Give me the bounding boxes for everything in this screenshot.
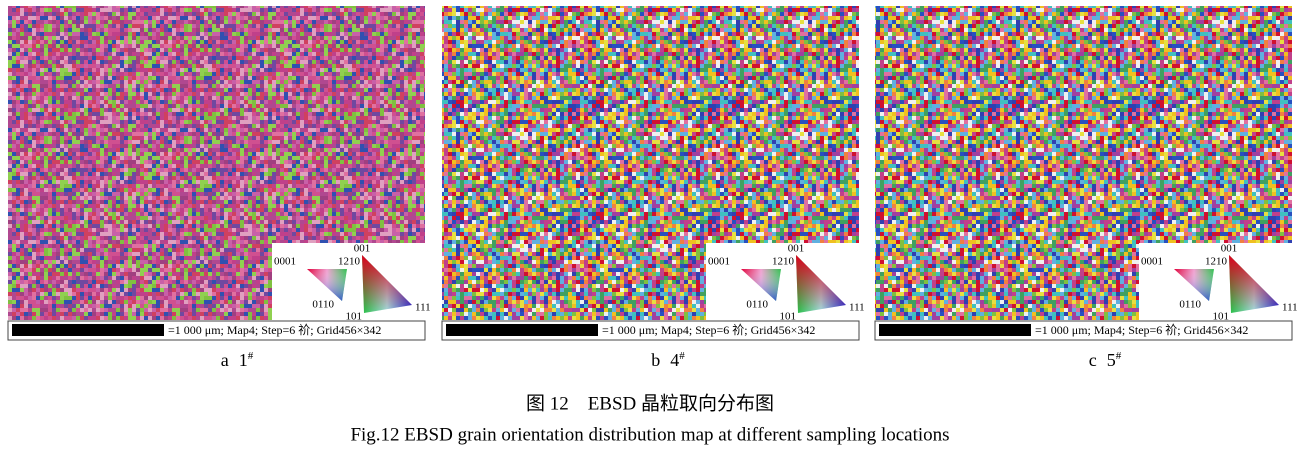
legend-label: 111 — [849, 302, 865, 314]
legend-label: 111 — [415, 302, 431, 314]
caption-en: Fig.12 EBSD grain orientation distributi… — [350, 424, 949, 445]
legend-label: 101 — [1213, 311, 1230, 323]
legend-box — [706, 243, 859, 320]
legend-label: 001 — [788, 243, 805, 255]
scale-text: =1 000 μm; Map4; Step=6 祄; Grid456×342 — [168, 322, 381, 337]
panel-number: 1 — [239, 350, 248, 370]
panel-letter: b — [651, 350, 660, 370]
legend-label: 1210 — [1205, 256, 1228, 268]
cubic-key-shade — [796, 255, 846, 313]
hex-key-shade — [307, 269, 347, 301]
panel-letter: c — [1089, 350, 1097, 370]
legend-label: 0110 — [1179, 299, 1201, 311]
legend-label: 101 — [346, 311, 363, 323]
caption-zh: 图 12 EBSD 晶粒取向分布图 — [526, 392, 774, 414]
scale-text: =1 000 μm; Map4; Step=6 祄; Grid456×342 — [602, 322, 815, 337]
legend-label: 0110 — [312, 299, 334, 311]
legend-label: 101 — [780, 311, 797, 323]
panel-label: a 1# — [221, 350, 254, 371]
legend-label: 0001 — [1141, 256, 1163, 268]
panel-letter: a — [221, 350, 229, 370]
cubic-key-shade — [1229, 255, 1279, 313]
legend-label: 1210 — [338, 256, 361, 268]
legend-label: 001 — [354, 243, 371, 255]
legend-box — [272, 243, 425, 320]
legend-label: 0110 — [746, 299, 768, 311]
scale-bar — [12, 324, 164, 336]
panel-number: 4 — [670, 350, 679, 370]
hex-key-shade — [1174, 269, 1214, 301]
legend-label: 0001 — [708, 256, 730, 268]
scale-text: =1 000 μm; Map4; Step=6 祄; Grid456×342 — [1035, 322, 1248, 337]
legend-box — [1139, 243, 1292, 320]
panels: 0001 1210 0110 001 101 111 =1 000 μm; Map4; St… — [7, 6, 1298, 371]
legend-label: 001 — [1221, 243, 1238, 255]
scale-bar — [446, 324, 598, 336]
panel-mark: # — [679, 350, 685, 362]
panel-label: b 4# — [651, 350, 685, 371]
panel-number: 5 — [1107, 350, 1116, 370]
legend-label: 0001 — [274, 256, 296, 268]
hex-key-shade — [741, 269, 781, 301]
legend-label: 1210 — [772, 256, 795, 268]
legend-label: 111 — [1282, 302, 1298, 314]
cubic-key-shade — [362, 255, 412, 313]
scale-bar — [879, 324, 1031, 336]
panel-mark: # — [248, 350, 254, 362]
panel-label: c 5# — [1089, 350, 1122, 371]
panel-mark: # — [1116, 350, 1122, 362]
